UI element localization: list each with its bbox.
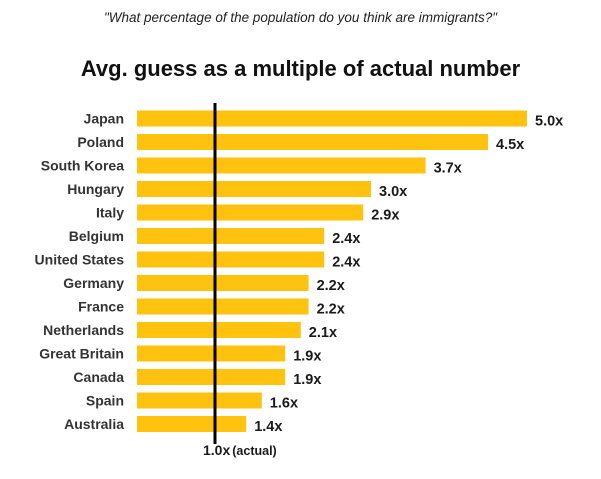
bar-france bbox=[137, 298, 309, 315]
value-labels-layer: 5.0x 4.5x 3.7x 3.0x 2.9x 2.4x 2.4x 2.2x 2.2x 2.1x… bbox=[254, 114, 563, 436]
value-label-france: 2.2x bbox=[317, 302, 345, 318]
category-label-netherlands: Netherlands bbox=[43, 322, 124, 338]
reference-line-label: 1.0x (actual) bbox=[203, 442, 277, 458]
reference-layer: 1.0x (actual) bbox=[203, 103, 277, 458]
category-label-france: France bbox=[78, 299, 124, 315]
bar-spain bbox=[137, 392, 262, 409]
value-label-italy: 2.9x bbox=[371, 208, 399, 224]
category-labels-layer: Japan Poland South Korea Hungary Italy Belgiu… bbox=[35, 111, 125, 433]
category-label-united-states: United States bbox=[35, 252, 125, 268]
value-label-united-states: 2.4x bbox=[332, 255, 360, 271]
category-label-germany: Germany bbox=[63, 275, 124, 291]
value-label-poland: 4.5x bbox=[496, 137, 524, 153]
bar-netherlands bbox=[137, 322, 301, 338]
bar-belgium bbox=[137, 228, 325, 244]
chart-subtitle: "What percentage of the population do yo… bbox=[103, 10, 498, 25]
category-label-spain: Spain bbox=[86, 393, 124, 409]
bar-italy bbox=[137, 204, 364, 221]
value-label-netherlands: 2.1x bbox=[309, 325, 337, 341]
value-label-belgium: 2.4x bbox=[332, 231, 360, 247]
value-label-canada: 1.9x bbox=[293, 372, 321, 388]
value-label-great-britain: 1.9x bbox=[293, 349, 321, 365]
bars-layer bbox=[137, 110, 527, 432]
reference-value-label: 1.0x bbox=[203, 442, 230, 458]
value-label-hungary: 3.0x bbox=[379, 184, 407, 200]
bar-united-states bbox=[137, 251, 325, 268]
category-label-belgium: Belgium bbox=[69, 228, 124, 244]
value-label-japan: 5.0x bbox=[535, 114, 563, 130]
category-label-australia: Australia bbox=[64, 416, 124, 432]
bar-japan bbox=[137, 110, 527, 127]
bar-hungary bbox=[137, 181, 371, 197]
bar-australia bbox=[137, 416, 247, 432]
value-label-germany: 2.2x bbox=[317, 278, 345, 294]
value-label-south-korea: 3.7x bbox=[434, 161, 462, 177]
category-label-poland: Poland bbox=[77, 134, 124, 150]
category-label-great-britain: Great Britain bbox=[39, 346, 124, 362]
reference-note-label: (actual) bbox=[232, 444, 276, 458]
value-label-spain: 1.6x bbox=[270, 396, 298, 412]
category-label-italy: Italy bbox=[96, 205, 124, 221]
category-label-japan: Japan bbox=[84, 111, 124, 127]
category-label-canada: Canada bbox=[73, 369, 124, 385]
bar-canada bbox=[137, 369, 286, 385]
chart-title: Avg. guess as a multiple of actual numbe… bbox=[80, 56, 521, 81]
bar-poland bbox=[137, 134, 488, 150]
value-label-australia: 1.4x bbox=[254, 419, 282, 435]
category-label-south-korea: South Korea bbox=[41, 158, 124, 174]
bar-great-britain bbox=[137, 345, 286, 362]
category-label-hungary: Hungary bbox=[67, 181, 124, 197]
bar-germany bbox=[137, 275, 309, 291]
bar-south-korea bbox=[137, 157, 426, 174]
